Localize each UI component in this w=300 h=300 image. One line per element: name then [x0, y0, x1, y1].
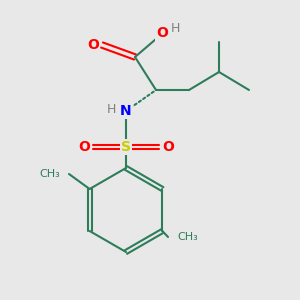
Text: H: H: [106, 103, 116, 116]
Text: S: S: [121, 140, 131, 154]
Text: O: O: [78, 140, 90, 154]
Text: H: H: [171, 22, 180, 35]
Text: CH₃: CH₃: [39, 169, 60, 179]
Text: CH₃: CH₃: [177, 232, 198, 242]
Text: O: O: [162, 140, 174, 154]
Text: O: O: [87, 38, 99, 52]
Text: N: N: [120, 104, 132, 118]
Text: O: O: [156, 26, 168, 40]
